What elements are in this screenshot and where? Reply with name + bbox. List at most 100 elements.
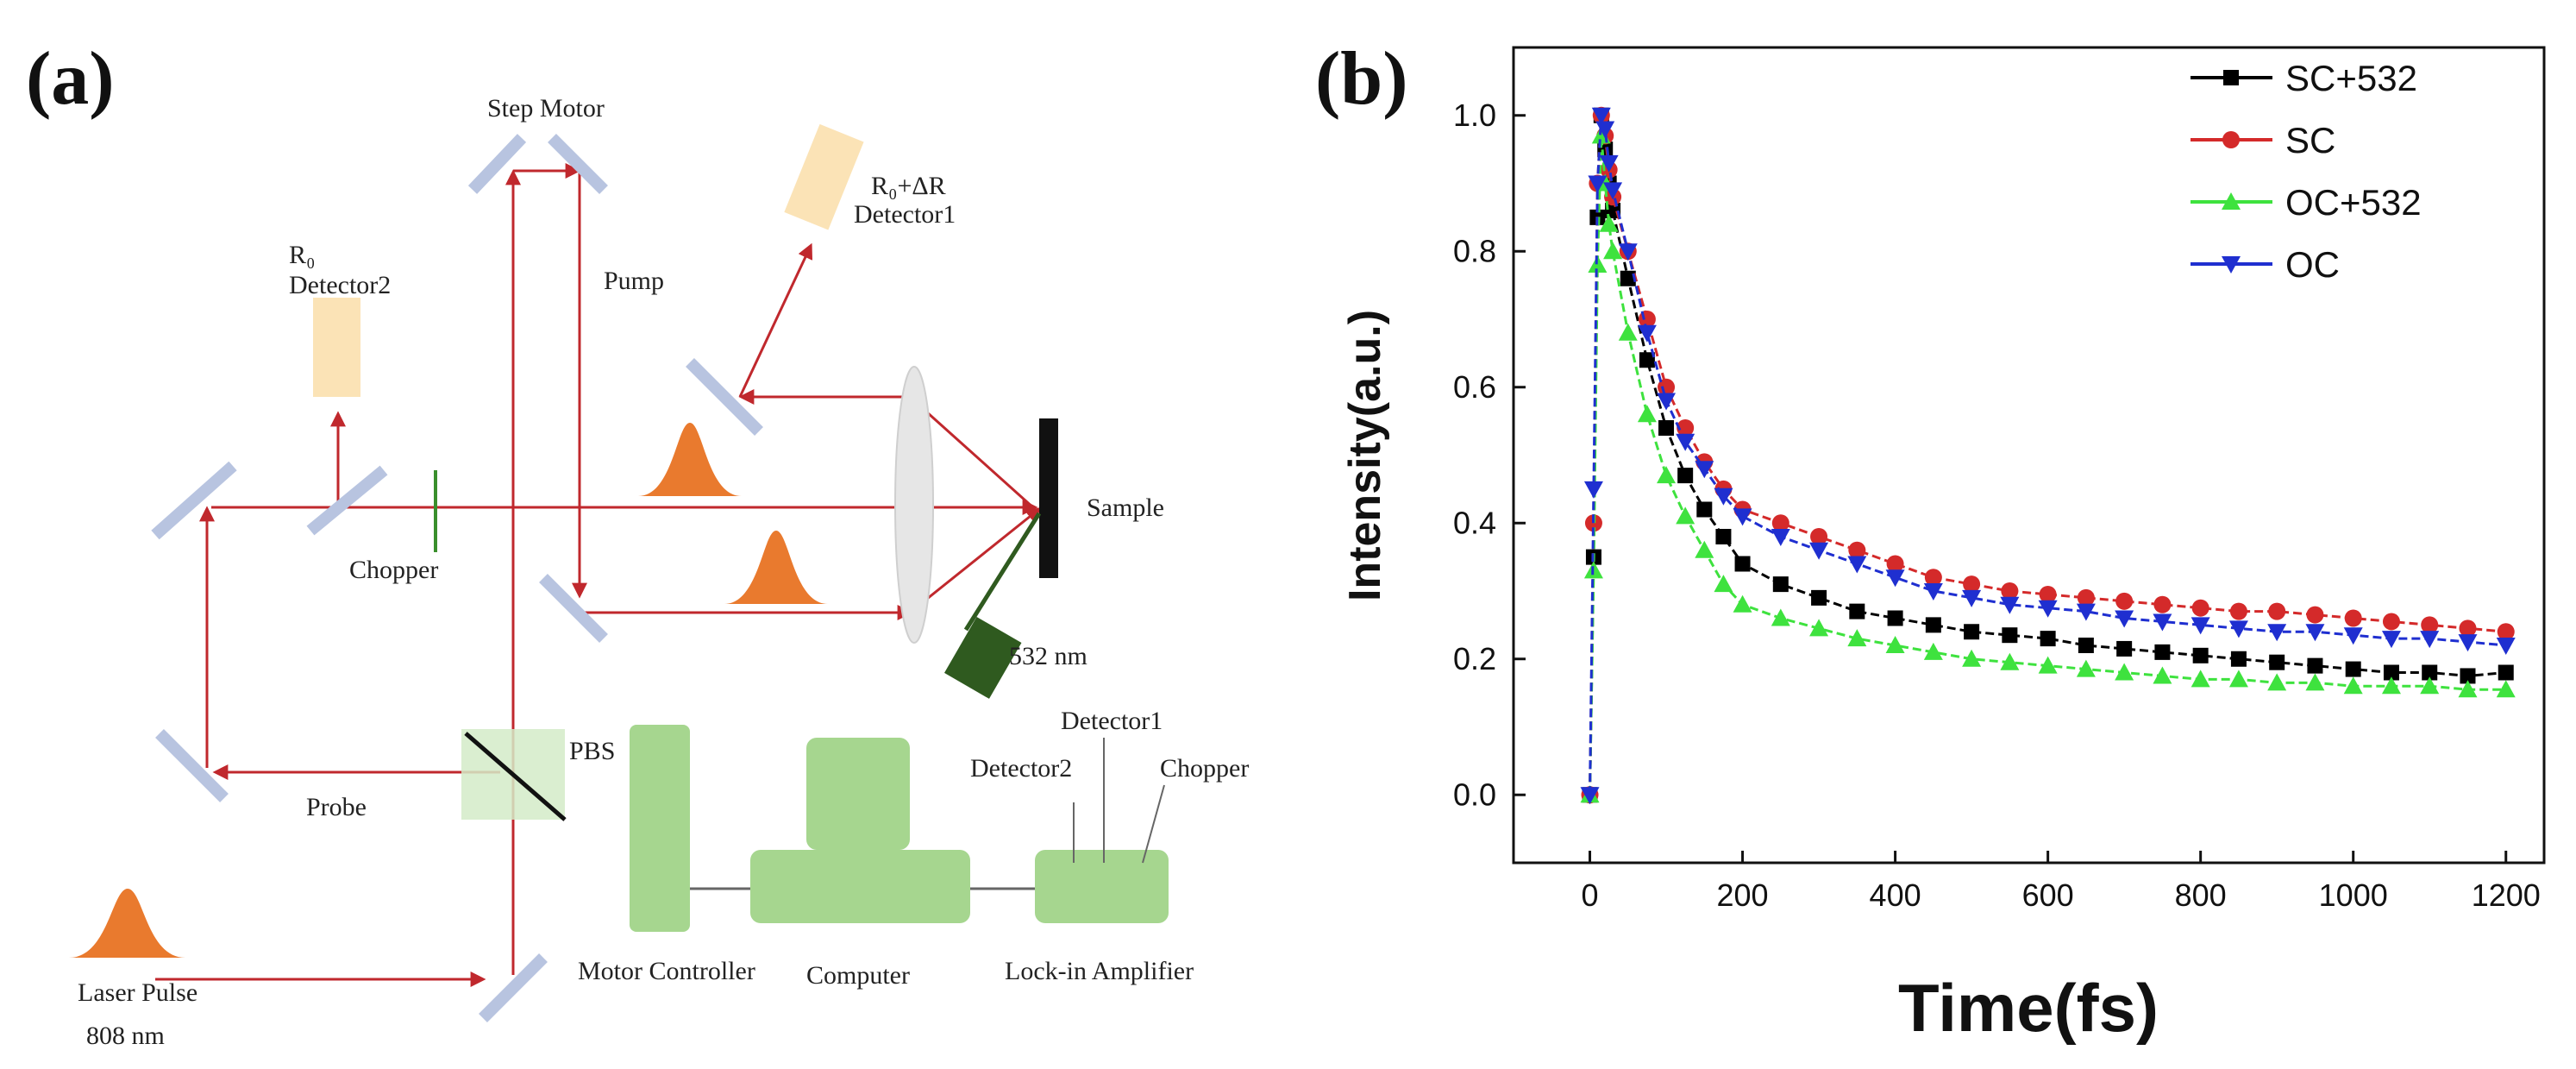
beam-pump-to-sample bbox=[909, 506, 1042, 614]
mirrors bbox=[151, 134, 763, 1022]
data-point-oc-532 bbox=[1962, 649, 1982, 667]
mirror-step-motor-left bbox=[467, 134, 527, 194]
lockin-box bbox=[1035, 850, 1169, 923]
series-layer bbox=[1580, 106, 2516, 805]
data-point-oc-532 bbox=[1637, 405, 1657, 423]
data-point-sc bbox=[2344, 609, 2362, 627]
data-point-sc-532 bbox=[2307, 657, 2323, 674]
data-point-sc-532 bbox=[2154, 644, 2171, 660]
beam-to-detector1 bbox=[738, 242, 813, 398]
data-point-oc-532 bbox=[1923, 642, 1943, 660]
x-tick-label: 600 bbox=[2022, 877, 2074, 913]
data-point-sc bbox=[2191, 599, 2209, 617]
data-point-oc-532 bbox=[2381, 676, 2401, 695]
data-point-sc-532 bbox=[1887, 610, 1903, 626]
data-point-sc bbox=[2229, 602, 2247, 620]
data-point-oc-532 bbox=[2191, 670, 2210, 688]
data-point-oc-532 bbox=[2343, 676, 2363, 695]
data-point-oc-532 bbox=[1603, 242, 1623, 260]
label-lockin: Lock-in Amplifier bbox=[1005, 957, 1194, 985]
data-point-sc bbox=[2497, 623, 2515, 641]
data-point-oc-532 bbox=[2000, 652, 2020, 670]
label-motor-controller: Motor Controller bbox=[578, 957, 755, 985]
series-oc bbox=[1580, 107, 2516, 805]
data-point-sc bbox=[1886, 555, 1904, 573]
label-probe: Probe bbox=[306, 793, 367, 821]
laser-532-beam bbox=[963, 512, 1042, 632]
label-detector2: Detector2 bbox=[289, 271, 391, 299]
data-point-oc bbox=[2038, 600, 2058, 618]
panel-a: (a) bbox=[26, 37, 1249, 1050]
data-point-sc-532 bbox=[1715, 529, 1732, 544]
data-point-oc-532 bbox=[2496, 680, 2516, 698]
legend-marker-oc bbox=[2222, 256, 2241, 274]
data-point-sc-532 bbox=[1658, 420, 1675, 436]
mirror-probe-upper-left bbox=[151, 461, 237, 540]
data-point-oc-532 bbox=[1733, 594, 1752, 613]
data-point-sc-532 bbox=[1639, 352, 1655, 368]
data-point-oc bbox=[2420, 631, 2440, 649]
label-r0-delta-r: R₀+ΔR bbox=[871, 172, 946, 200]
legend-marker-sc bbox=[2222, 131, 2240, 148]
label-lockin-detector2: Detector2 bbox=[970, 754, 1072, 783]
plot-frame bbox=[1512, 46, 2546, 865]
data-point-sc bbox=[1677, 419, 1695, 437]
beam-reflect-to-lens bbox=[907, 394, 1037, 511]
data-point-sc-532 bbox=[2192, 647, 2209, 663]
data-point-oc bbox=[1618, 243, 1638, 261]
y-tick-label: 0.2 bbox=[1453, 641, 1496, 676]
data-point-oc bbox=[1595, 121, 1615, 139]
panel-b: (b) 0 200 400 600 800 1000 1200 0.0 0.2 0.4 0.6 0.8… bbox=[1315, 37, 2546, 1046]
data-point-oc-532 bbox=[1771, 608, 1790, 626]
series-line-sc-532 bbox=[1589, 115, 2506, 795]
data-point-sc-532 bbox=[1620, 270, 1636, 286]
data-point-oc-532 bbox=[2038, 656, 2058, 674]
data-point-oc bbox=[2267, 624, 2287, 642]
data-point-oc bbox=[2496, 638, 2516, 655]
data-point-sc bbox=[2115, 592, 2134, 610]
detector1-body bbox=[784, 123, 864, 230]
mirror-detector-split bbox=[686, 358, 763, 436]
y-axis-label: Intensity(a.u.) bbox=[1340, 310, 1390, 601]
legend: SC+532 SC OC+532 OC bbox=[2191, 58, 2422, 285]
legend-label-oc: OC bbox=[2285, 244, 2340, 285]
data-point-oc bbox=[1591, 107, 1611, 125]
data-point-oc bbox=[2305, 624, 2325, 642]
y-tick-label: 0.0 bbox=[1453, 777, 1496, 812]
pulse-pump-upper bbox=[638, 423, 742, 496]
data-point-sc-532 bbox=[2498, 664, 2514, 681]
label-chopper: Chopper bbox=[349, 556, 438, 584]
data-point-sc bbox=[2382, 613, 2400, 631]
y-tick-label: 0.4 bbox=[1453, 505, 1496, 540]
label-lockin-chopper: Chopper bbox=[1160, 754, 1249, 783]
label-sample: Sample bbox=[1087, 494, 1164, 522]
data-point-sc bbox=[1963, 575, 1981, 594]
data-point-oc bbox=[2076, 603, 2096, 621]
data-point-sc-532 bbox=[2078, 638, 2094, 653]
x-tick-label: 1200 bbox=[2472, 877, 2541, 913]
data-point-oc bbox=[1714, 487, 1733, 506]
pulse-pump-lower bbox=[724, 531, 828, 604]
label-detector1: Detector1 bbox=[854, 200, 956, 229]
data-point-sc bbox=[2001, 582, 2019, 600]
data-point-oc bbox=[2153, 613, 2172, 632]
data-point-oc-532 bbox=[1714, 575, 1733, 593]
data-point-oc bbox=[1588, 175, 1608, 193]
legend-marker-oc-532 bbox=[2222, 192, 2241, 210]
panel-b-label: (b) bbox=[1315, 37, 1408, 121]
data-point-sc-532 bbox=[2040, 631, 2056, 647]
data-point-sc-532 bbox=[1811, 589, 1827, 606]
data-point-oc bbox=[2381, 631, 2401, 649]
data-point-oc bbox=[2115, 610, 2134, 628]
data-point-oc-532 bbox=[2458, 680, 2478, 698]
x-axis-label: Time(fs) bbox=[1898, 970, 2159, 1046]
mirror-laser-bottom bbox=[479, 953, 548, 1022]
data-point-oc-532 bbox=[1695, 540, 1714, 558]
data-point-oc-532 bbox=[1885, 636, 1905, 653]
axis-ticks: 0 200 400 600 800 1000 1200 0.0 0.2 0.4 0.6 0.8 1.0 bbox=[1453, 97, 2541, 913]
pbs-splitter-line bbox=[464, 732, 567, 821]
data-point-sc-532 bbox=[1677, 468, 1694, 484]
data-point-sc bbox=[2268, 602, 2286, 620]
detector2-body bbox=[313, 298, 360, 397]
data-point-oc bbox=[1733, 508, 1752, 526]
